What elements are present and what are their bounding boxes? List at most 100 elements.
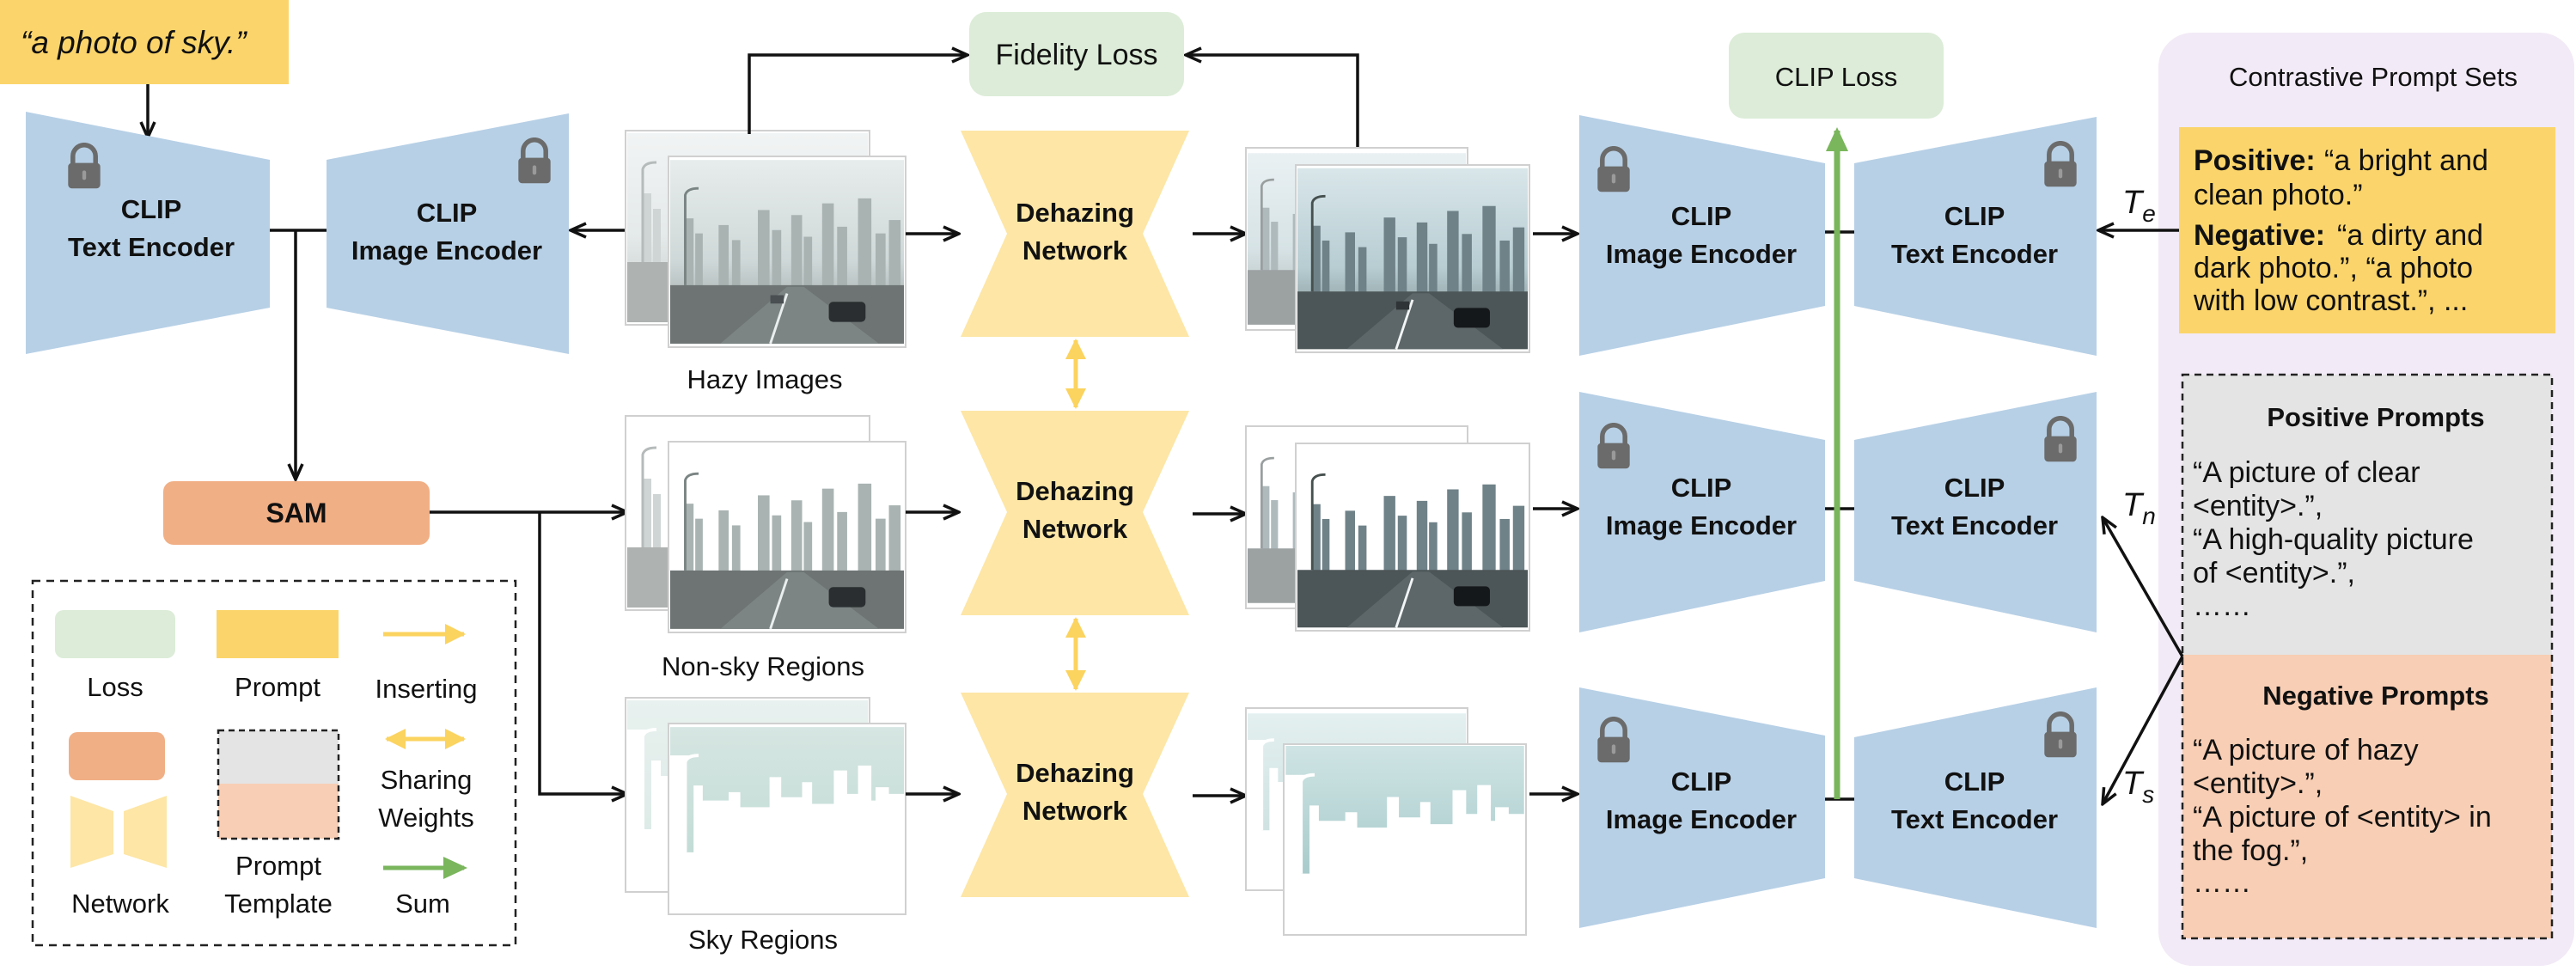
clip-text-encoder-middle — [1854, 392, 2097, 632]
clip-label: CLIP — [1944, 766, 2005, 797]
text-encoder-label: Text Encoder — [68, 232, 235, 262]
clip-label: CLIP — [1944, 473, 2005, 503]
sky-regions-caption: Sky Regions — [688, 925, 838, 955]
legend-prompt-label: Prompt — [235, 672, 320, 702]
clip-loss-label: CLIP Loss — [1775, 62, 1897, 92]
clip-text-encoder-top — [1854, 117, 2097, 356]
image-encoder-label: Image Encoder — [1606, 239, 1797, 269]
dehazing-network-middle — [961, 411, 1189, 615]
sky-image-stack — [625, 697, 906, 915]
legend-loss-label: Loss — [87, 672, 143, 702]
dehazing-network-bottom — [961, 693, 1189, 897]
legend-loss-swatch — [55, 610, 175, 658]
legend-template-label-2: Template — [224, 889, 333, 919]
negative-line1: “a dirty and — [2337, 219, 2483, 252]
legend-network-left-half — [70, 796, 113, 868]
positive-prompt-line: <entity>.”, — [2193, 490, 2323, 522]
negative-prompts-box — [2182, 655, 2552, 938]
t-s-symbol: Ts — [2122, 766, 2154, 808]
non-sky-regions-caption: Non-sky Regions — [662, 651, 864, 681]
image-encoder-label: Image Encoder — [1606, 510, 1797, 540]
positive-prompts-title: Positive Prompts — [2267, 402, 2484, 432]
negative-prompt-line: <entity>.”, — [2193, 767, 2323, 800]
clip-image-encoder-middle — [1579, 392, 1825, 632]
dehazing-network-top — [961, 131, 1189, 337]
sam-box — [163, 481, 430, 545]
network-label-1: Dehazing — [1016, 476, 1134, 506]
non-sky-image-stack — [625, 415, 906, 633]
contrastive-panel-title: Contrastive Prompt Sets — [2229, 62, 2518, 92]
network-label-2: Network — [1022, 235, 1128, 266]
negative-line3: with low contrast.”, ... — [2193, 284, 2468, 317]
t-e-symbol: Te — [2122, 185, 2156, 227]
arrow-output-to-fidelity-loss — [1187, 55, 1359, 150]
legend-template-border — [217, 729, 340, 840]
network-label-2: Network — [1022, 796, 1128, 826]
legend-network-right-half — [124, 796, 167, 868]
negative-prompts-title: Negative Prompts — [2262, 681, 2489, 711]
clip-text-encoder-bottom — [1854, 687, 2097, 928]
hazy-image-stack — [625, 130, 906, 348]
legend-template-bottom — [218, 784, 339, 839]
arrow-template-to-text-encoder-middle — [2103, 519, 2184, 657]
arrow-sam-to-sky — [538, 512, 626, 794]
image-encoder-label: Image Encoder — [1606, 804, 1797, 834]
hazy-images-caption: Hazy Images — [687, 364, 843, 394]
positive-prompt-line: of <entity>.”, — [2193, 557, 2355, 589]
network-label-2: Network — [1022, 514, 1128, 544]
contrastive-prompt-box — [2179, 127, 2555, 333]
network-label-1: Dehazing — [1016, 758, 1134, 788]
text-encoder-label: Text Encoder — [1891, 510, 2058, 540]
positive-prompt-line: “A high-quality picture — [2193, 523, 2474, 556]
dehazed-image-stack — [1245, 147, 1530, 353]
image-encoder-label: Image Encoder — [351, 235, 542, 266]
legend-sharing-label-1: Sharing — [381, 765, 473, 795]
dehazed-non-sky-stack — [1245, 425, 1530, 632]
positive-label: Positive: — [2194, 144, 2316, 177]
arrow-template-to-text-encoder-bottom — [2103, 656, 2184, 803]
positive-prompts-box — [2182, 375, 2552, 655]
clip-image-encoder-bottom — [1579, 687, 1825, 928]
clip-label: CLIP — [1671, 201, 1732, 231]
negative-prompt-line: “A picture of <entity> in — [2193, 801, 2492, 834]
negative-prompt-line: the fog.”, — [2193, 834, 2308, 867]
clip-label: CLIP — [121, 194, 182, 224]
clip-label: CLIP — [1671, 473, 1732, 503]
text-encoder-label: Text Encoder — [1891, 804, 2058, 834]
legend-network-label: Network — [71, 889, 169, 919]
negative-line2: dark photo.”, “a photo — [2194, 252, 2473, 284]
clip-image-encoder-top — [1579, 115, 1825, 356]
legend-sam-swatch — [69, 732, 165, 780]
fidelity-loss-label: Fidelity Loss — [996, 39, 1158, 71]
positive-prompt-line: …… — [2193, 589, 2251, 622]
legend-prompt-swatch — [217, 610, 339, 658]
legend-sum-label: Sum — [395, 889, 450, 919]
sky-prompt-box — [0, 0, 289, 84]
clip-label: CLIP — [1671, 766, 1732, 797]
sam-label: SAM — [266, 498, 327, 528]
negative-prompt-line: “A picture of hazy — [2193, 734, 2419, 766]
clip-label: CLIP — [417, 198, 478, 228]
text-encoder-label: Text Encoder — [1891, 239, 2058, 269]
fidelity-loss-box — [969, 12, 1184, 96]
legend-template-top — [218, 730, 339, 784]
positive-line1: “a bright and — [2324, 144, 2488, 177]
network-label-1: Dehazing — [1016, 198, 1134, 228]
legend-box — [31, 579, 517, 947]
negative-label: Negative: — [2194, 219, 2325, 252]
positive-line2: clean photo.” — [2194, 179, 2363, 211]
sky-prompt-text: “a photo of sky.” — [21, 25, 247, 60]
arrow-hazy-to-fidelity-loss — [748, 55, 966, 134]
legend-template-label-1: Prompt — [235, 851, 321, 881]
negative-prompt-line: …… — [2193, 866, 2251, 899]
prompt-template-border — [2181, 373, 2554, 940]
dehazed-sky-stack — [1245, 707, 1527, 936]
legend-sharing-label-2: Weights — [378, 803, 473, 833]
t-n-symbol: Tn — [2122, 487, 2156, 529]
positive-prompt-line: “A picture of clear — [2193, 456, 2420, 489]
legend-inserting-label: Inserting — [375, 674, 478, 704]
clip-label: CLIP — [1944, 201, 2005, 231]
clip-image-encoder-left — [327, 113, 569, 354]
clip-loss-box — [1729, 33, 1944, 119]
